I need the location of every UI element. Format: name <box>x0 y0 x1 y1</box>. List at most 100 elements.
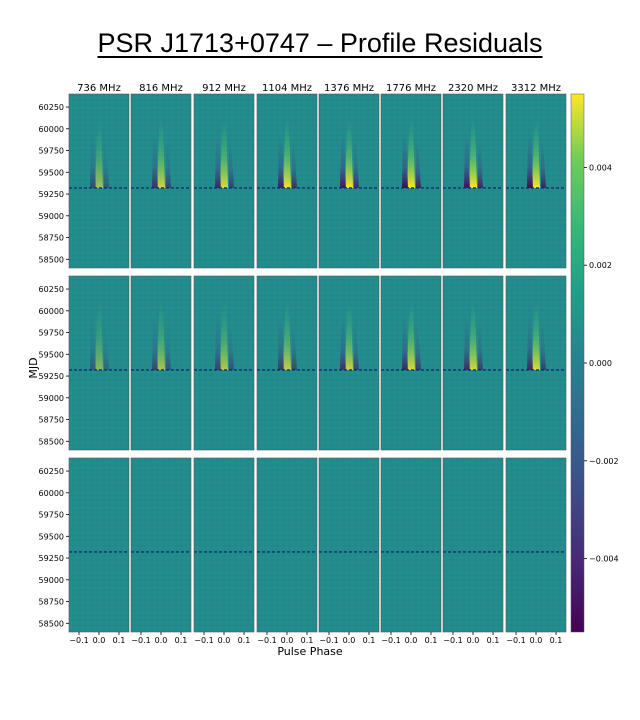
chart-title: PSR J1713+0747 – Profile Residuals <box>97 28 543 58</box>
residual-streak <box>532 301 540 370</box>
residual-streak-negative <box>527 316 533 370</box>
heatmap-panel-r2-1376mhz <box>318 275 380 451</box>
frequency-label: 2320 MHz <box>448 83 498 94</box>
y-tick-label: 60250 <box>39 285 64 294</box>
x-tick-label: −0.1 <box>69 636 88 645</box>
heatmap-panel-r1-1776mhz <box>380 93 442 269</box>
x-tick-label: 0.0 <box>343 636 356 645</box>
x-tick-label: −0.1 <box>194 636 213 645</box>
x-tick-label: 0.1 <box>113 636 126 645</box>
panel-background <box>506 458 566 632</box>
y-tick-label: 60000 <box>39 125 64 134</box>
y-tick-label: 59750 <box>39 511 64 520</box>
residual-streak-negative <box>104 139 109 188</box>
x-tick-label: 0.0 <box>281 636 294 645</box>
residual-streak <box>220 119 228 188</box>
residual-streak-negative <box>541 321 546 370</box>
y-tick-label: 58750 <box>39 234 64 243</box>
heatmap-panel-r1-912mhz <box>193 93 255 269</box>
residual-streak-negative <box>354 321 359 370</box>
heatmap-panel-r2-1104mhz <box>256 275 318 451</box>
residual-streak-negative <box>292 139 297 188</box>
residual-streak <box>345 119 353 188</box>
panel-frame <box>193 275 255 451</box>
colorbar-tick-label: 0.000 <box>589 359 612 368</box>
y-tick-label: 59500 <box>39 532 64 541</box>
panel-background <box>381 458 441 632</box>
residual-streak-negative <box>152 134 158 188</box>
residual-streak-negative <box>416 139 421 188</box>
y-tick-label: 59500 <box>39 350 64 359</box>
panel-background <box>319 458 379 632</box>
panel-background <box>194 458 254 632</box>
panel-background <box>443 458 503 632</box>
y-tick-label: 59250 <box>39 372 64 381</box>
residual-streak-negative <box>215 316 221 370</box>
heatmap-panel-r1-1376mhz <box>318 93 380 269</box>
residual-streak-negative <box>527 134 533 188</box>
heatmap-panel-r1-2320mhz <box>442 93 504 269</box>
y-tick-label: 58500 <box>39 437 64 446</box>
residual-streak-negative <box>541 139 546 188</box>
heatmap-panel-r1-3312mhz <box>505 93 567 269</box>
x-tick-label: 0.0 <box>155 636 168 645</box>
heatmap-panel-r3-912mhz <box>193 457 255 633</box>
residual-streak-negative <box>104 321 109 370</box>
heatmap-panel-r2-1776mhz <box>380 275 442 451</box>
y-tick-label: 59250 <box>39 554 64 563</box>
heatmap-panel-r3-736mhz <box>68 457 130 633</box>
y-tick-label: 59000 <box>39 394 64 403</box>
x-tick-label: 0.1 <box>363 636 376 645</box>
frequency-label: 3312 MHz <box>511 83 561 94</box>
residual-streak-negative <box>90 134 96 188</box>
residual-streak-negative <box>166 321 171 370</box>
residual-streak <box>532 119 540 188</box>
panel-frame <box>130 93 192 269</box>
y-tick-label: 60000 <box>39 307 64 316</box>
x-tick-label: 0.0 <box>405 636 418 645</box>
residual-streak <box>283 301 291 370</box>
residual-streak <box>469 119 477 188</box>
x-tick-label: 0.1 <box>487 636 500 645</box>
heatmap-panel-r3-1776mhz <box>380 457 442 633</box>
residual-streak <box>283 119 291 188</box>
y-tick-label: 60250 <box>39 467 64 476</box>
residual-streak-negative <box>478 321 483 370</box>
colorbar-tick-label: 0.002 <box>589 261 612 270</box>
colorbar-tick-label: −0.004 <box>589 555 619 564</box>
panel-frame <box>380 93 442 269</box>
residual-streak-negative <box>278 316 284 370</box>
residual-streak <box>220 301 228 370</box>
residual-streak <box>345 301 353 370</box>
heatmap-panel-r2-736mhz <box>68 275 130 451</box>
y-tick-label: 58500 <box>39 255 64 264</box>
residual-streak-negative <box>278 134 284 188</box>
heatmap-panel-r1-736mhz <box>68 93 130 269</box>
frequency-label: 1376 MHz <box>324 83 374 94</box>
y-tick-label: 59000 <box>39 576 64 585</box>
residual-streak-negative <box>229 139 234 188</box>
residual-streak-negative <box>340 134 346 188</box>
frequency-label: 912 MHz <box>202 83 246 94</box>
frequency-label: 736 MHz <box>77 83 121 94</box>
panel-background <box>257 458 317 632</box>
panel-frame <box>193 93 255 269</box>
y-tick-label: 59000 <box>39 212 64 221</box>
residual-streak-negative <box>478 139 483 188</box>
x-tick-label: −0.1 <box>506 636 525 645</box>
x-tick-label: 0.1 <box>301 636 314 645</box>
heatmap-panel-r3-1104mhz <box>256 457 318 633</box>
frequency-label: 1104 MHz <box>262 83 312 94</box>
x-tick-label: 0.0 <box>530 636 543 645</box>
heatmap-panel-r3-816mhz <box>130 457 192 633</box>
y-tick-label: 59750 <box>39 147 64 156</box>
residual-streak-negative <box>90 316 96 370</box>
y-tick-label: 58750 <box>39 416 64 425</box>
x-tick-label: 0.0 <box>467 636 480 645</box>
frequency-label: 816 MHz <box>139 83 183 94</box>
residual-streak-negative <box>340 316 346 370</box>
residual-streak <box>407 119 415 188</box>
colorbar <box>570 93 585 633</box>
x-tick-label: 0.1 <box>238 636 251 645</box>
